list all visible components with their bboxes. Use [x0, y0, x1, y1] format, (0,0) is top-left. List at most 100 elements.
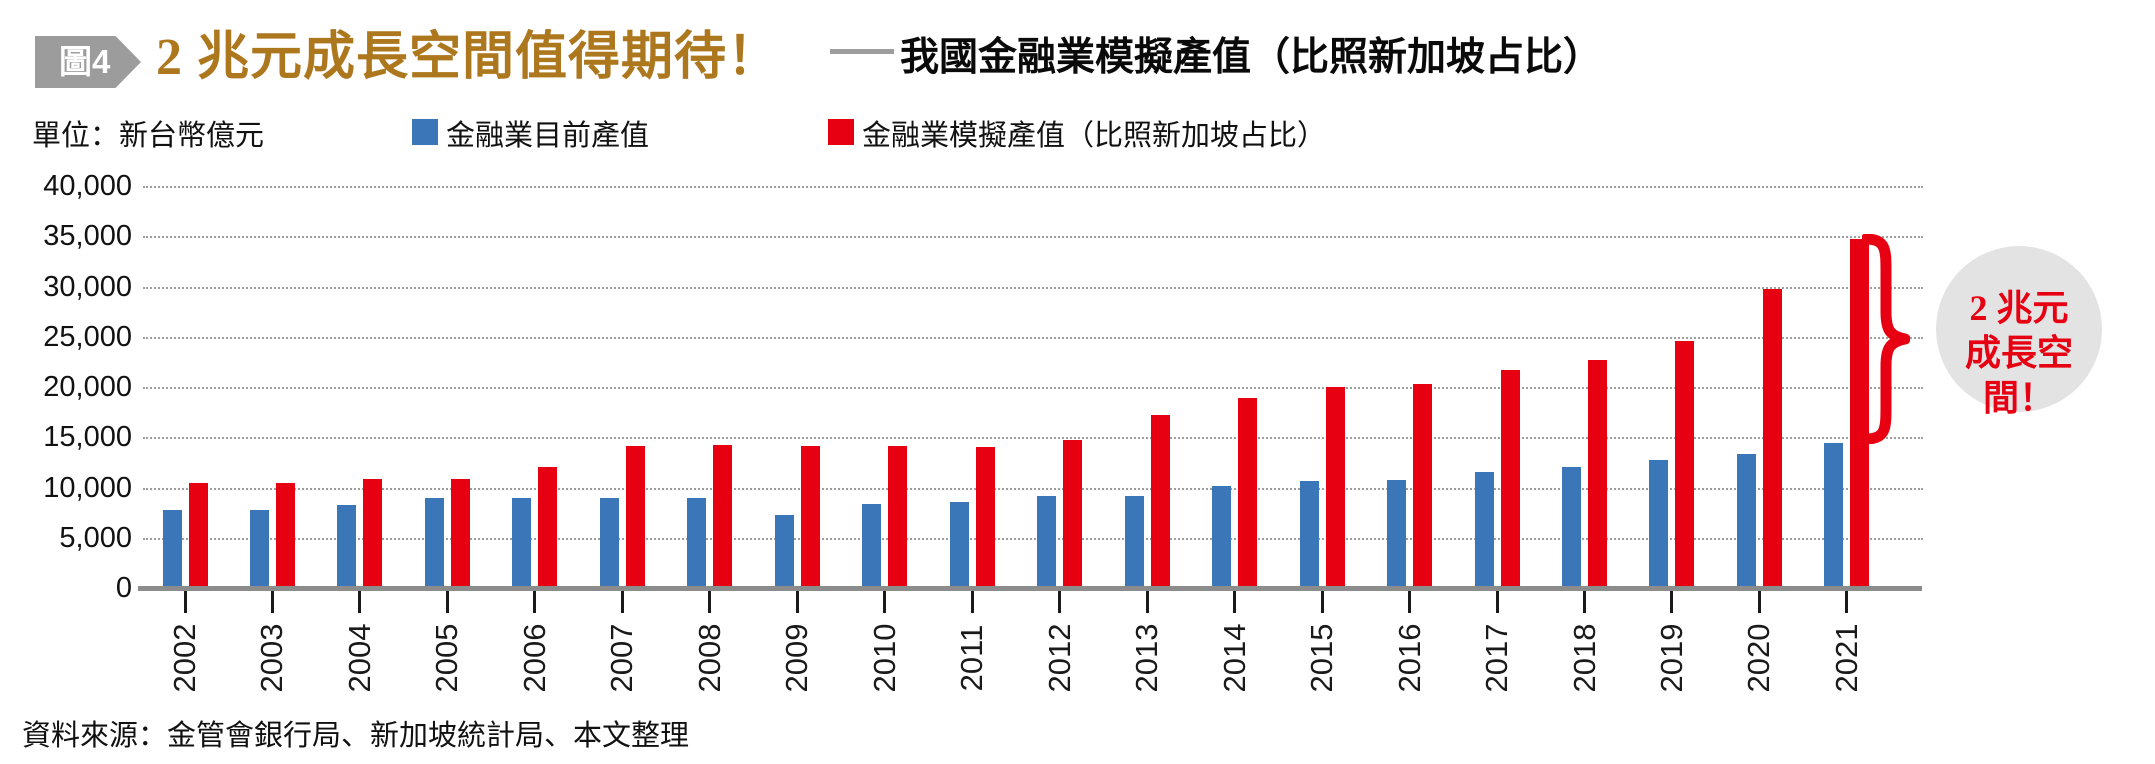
gridline: [143, 286, 1923, 289]
bar-current-2005: [424, 498, 444, 589]
gridline: [143, 236, 1923, 239]
x-axis-label-2011: 2011: [954, 624, 990, 692]
bar-current-2007: [599, 498, 619, 589]
bar-simulated-2019: [1675, 340, 1695, 589]
gridline: [143, 487, 1923, 490]
bar-simulated-2013: [1150, 415, 1170, 589]
bar-current-2006: [512, 498, 532, 589]
legend-label-current: 金融業目前產值: [446, 120, 650, 152]
bar-simulated-2003: [275, 483, 295, 589]
x-axis-label-2016: 2016: [1391, 623, 1427, 693]
y-axis-label: 30,000: [43, 270, 132, 303]
x-axis-label-2020: 2020: [1741, 623, 1777, 693]
x-axis-label-2017: 2017: [1479, 623, 1515, 693]
x-tick: [1583, 591, 1587, 613]
bar-simulated-2006: [538, 467, 558, 589]
bar-current-2013: [1124, 496, 1144, 589]
title-dash-divider: [830, 49, 894, 54]
bar-simulated-2009: [800, 446, 820, 589]
x-axis-label-2010: 2010: [866, 623, 902, 693]
bar-simulated-2016: [1413, 383, 1433, 589]
x-tick: [1670, 591, 1674, 613]
x-axis-label-2009: 2009: [779, 623, 815, 693]
gridline: [143, 186, 1923, 188]
gridline: [143, 336, 1923, 339]
data-source-note: 資料來源：金管會銀行局、新加坡統計局、本文整理: [22, 720, 690, 752]
unit-label: 單位：新台幣億元: [32, 120, 265, 152]
bar-simulated-2008: [713, 445, 733, 589]
page-title: 2 兆元成長空間值得期待！: [156, 29, 781, 86]
gridline: [143, 387, 1923, 389]
x-tick: [1320, 591, 1324, 613]
gridline: [143, 437, 1923, 440]
bar-current-2009: [774, 514, 794, 589]
bar-simulated-2010: [888, 446, 908, 589]
x-axis-label-2005: 2005: [429, 623, 465, 693]
bar-current-2003: [249, 510, 269, 589]
x-tick: [270, 591, 274, 613]
growth-gap-brace: [1862, 234, 1910, 444]
y-axis-label: 5,000: [59, 521, 132, 554]
bar-simulated-2015: [1325, 386, 1345, 589]
bar-simulated-2002: [188, 483, 208, 589]
bar-current-2014: [1212, 486, 1232, 589]
x-tick: [1233, 591, 1237, 613]
x-axis-label-2019: 2019: [1653, 623, 1689, 693]
bar-current-2012: [1037, 495, 1057, 589]
x-tick: [795, 591, 799, 613]
x-axis-label-2015: 2015: [1304, 623, 1340, 693]
callout-line-2: 成長空間！: [1964, 333, 2073, 418]
legend-swatch-current: [412, 119, 438, 145]
x-axis-label-2018: 2018: [1566, 623, 1602, 693]
x-axis-label-2006: 2006: [516, 623, 552, 693]
callout-line-1: 2 兆元: [1969, 288, 2069, 328]
bar-simulated-2007: [625, 445, 645, 589]
x-tick: [1495, 591, 1499, 613]
bar-simulated-2005: [450, 479, 470, 589]
x-tick: [183, 591, 187, 613]
bar-current-2017: [1474, 471, 1494, 589]
x-axis-label-2008: 2008: [691, 623, 727, 693]
chart-subtitle: 我國金融業模擬產值（比照新加坡占比）: [900, 36, 1603, 79]
x-tick: [358, 591, 362, 613]
x-tick: [1757, 591, 1761, 613]
bar-current-2016: [1387, 480, 1407, 589]
x-tick: [970, 591, 974, 613]
y-axis-label: 10,000: [43, 471, 132, 504]
figure-number-badge: 圖4: [35, 36, 141, 88]
x-tick: [1058, 591, 1062, 613]
x-tick: [620, 591, 624, 613]
bar-current-2008: [687, 498, 707, 589]
y-axis-label: 15,000: [43, 421, 132, 454]
growth-callout-bubble: 2 兆元 成長空間！: [1936, 246, 2102, 418]
x-tick: [1408, 591, 1412, 613]
bar-current-2021: [1824, 443, 1844, 589]
x-tick: [1145, 591, 1149, 613]
bar-simulated-2017: [1500, 369, 1520, 589]
y-axis-label: 0: [115, 572, 132, 604]
bar-current-2015: [1299, 480, 1319, 589]
x-tick: [708, 591, 712, 613]
gridline: [143, 537, 1923, 540]
legend-label-simulated: 金融業模擬產值（比照新加坡占比）: [862, 120, 1327, 152]
y-axis-label: 40,000: [43, 170, 132, 202]
bar-simulated-2004: [363, 479, 383, 589]
bar-simulated-2014: [1238, 398, 1258, 589]
bar-simulated-2018: [1588, 360, 1608, 589]
x-axis-label-2012: 2012: [1041, 623, 1077, 693]
bar-simulated-2020: [1762, 288, 1782, 589]
bar-current-2002: [162, 509, 182, 589]
bar-current-2018: [1562, 466, 1582, 589]
y-axis-label: 35,000: [43, 220, 132, 253]
bar-current-2004: [337, 504, 357, 589]
bar-simulated-2021: [1850, 239, 1870, 589]
x-axis-label-2021: 2021: [1828, 623, 1864, 693]
bar-simulated-2012: [1063, 440, 1083, 589]
x-tick: [1845, 591, 1849, 613]
legend-swatch-simulated: [828, 119, 854, 145]
x-tick: [883, 591, 887, 613]
bar-current-2020: [1736, 453, 1756, 589]
bar-simulated-2011: [975, 446, 995, 589]
bar-current-2019: [1649, 460, 1669, 589]
